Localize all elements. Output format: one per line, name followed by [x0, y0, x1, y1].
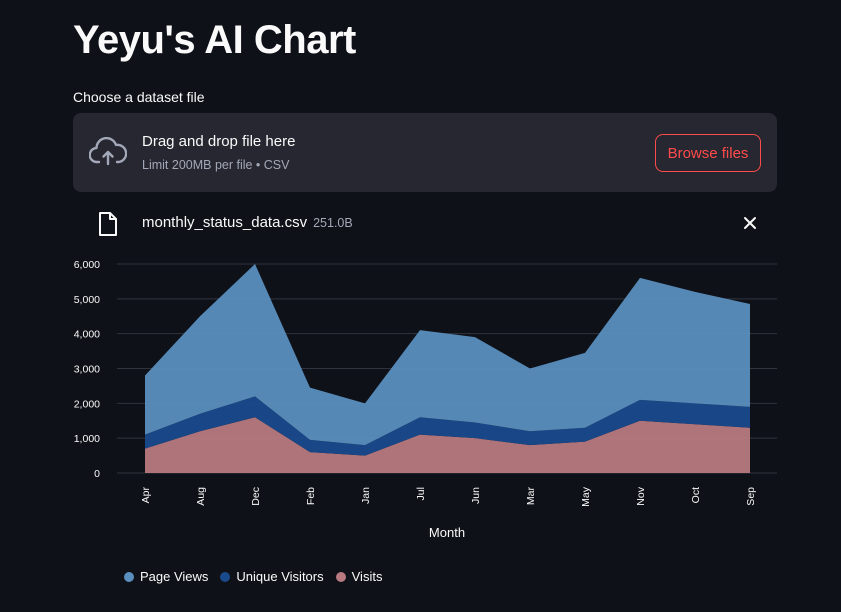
legend-item-page-views[interactable]: Page Views: [124, 569, 208, 584]
browse-files-button[interactable]: Browse files: [655, 134, 761, 172]
x-tick-label: Mar: [525, 487, 537, 506]
y-tick-label: 4,000: [74, 329, 100, 341]
legend-dot-page-views: [124, 571, 134, 582]
y-tick-label: 0: [94, 468, 100, 480]
x-tick-label: May: [580, 486, 592, 507]
x-tick-label: Feb: [305, 487, 317, 505]
y-tick-label: 6,000: [74, 259, 100, 271]
legend-dot-visits: [335, 571, 346, 582]
x-tick-label: Jul: [415, 487, 427, 500]
legend-dot-unique-visitors: [220, 571, 231, 582]
y-tick-label: 5,000: [74, 294, 100, 306]
dropzone-instructions: Drag and drop file here: [142, 133, 296, 150]
close-icon[interactable]: [742, 215, 758, 231]
file-size: 251.0B: [313, 216, 353, 230]
x-tick-label: Dec: [250, 487, 262, 506]
file-dropzone[interactable]: Drag and drop file here Limit 200MB per …: [73, 113, 777, 192]
y-tick-label: 3,000: [74, 364, 100, 376]
x-tick-label: Sep: [745, 487, 757, 506]
legend-label: Unique Visitors: [236, 569, 324, 584]
x-tick-label: Oct: [690, 487, 702, 503]
chart-legend: Page Views Unique Visitors Visits: [124, 569, 394, 584]
file-icon: [99, 212, 117, 236]
x-tick-label: Jan: [360, 487, 372, 504]
uploaded-file: monthly_status_data.csv 251.0B: [73, 205, 777, 241]
axis-labels: 0 1,000 2,000 3,000 4,000 5,000 6,000 Apr Aug Dec…: [74, 259, 757, 507]
page-title: Yeyu's AI Chart: [73, 18, 356, 62]
dropzone-limit: Limit 200MB per file • CSV: [142, 158, 290, 172]
area-page-views[interactable]: [145, 264, 750, 446]
upload-label: Choose a dataset file: [73, 89, 205, 105]
x-axis-label: Month: [429, 525, 465, 540]
legend-item-visits[interactable]: Visits: [335, 569, 383, 584]
x-tick-label: Aug: [195, 487, 207, 506]
cloud-upload-icon: [89, 137, 127, 166]
x-tick-label: Jun: [470, 487, 482, 504]
legend-item-unique-visitors[interactable]: Unique Visitors: [220, 569, 324, 584]
x-tick-label: Nov: [635, 486, 647, 505]
area-visits[interactable]: [145, 417, 750, 473]
file-name: monthly_status_data.csv 251.0B: [142, 214, 353, 231]
y-tick-label: 1,000: [74, 433, 100, 445]
x-tick-label: Apr: [140, 487, 152, 504]
area-series: [145, 264, 750, 473]
legend-label: Visits: [351, 569, 383, 584]
area-unique-visitors[interactable]: [145, 396, 750, 456]
file-name-text: monthly_status_data.csv: [142, 214, 308, 231]
legend-label: Page Views: [140, 569, 209, 584]
y-tick-label: 2,000: [74, 398, 100, 410]
area-chart: 0 1,000 2,000 3,000 4,000 5,000 6,000 Apr Aug Dec…: [74, 259, 777, 540]
